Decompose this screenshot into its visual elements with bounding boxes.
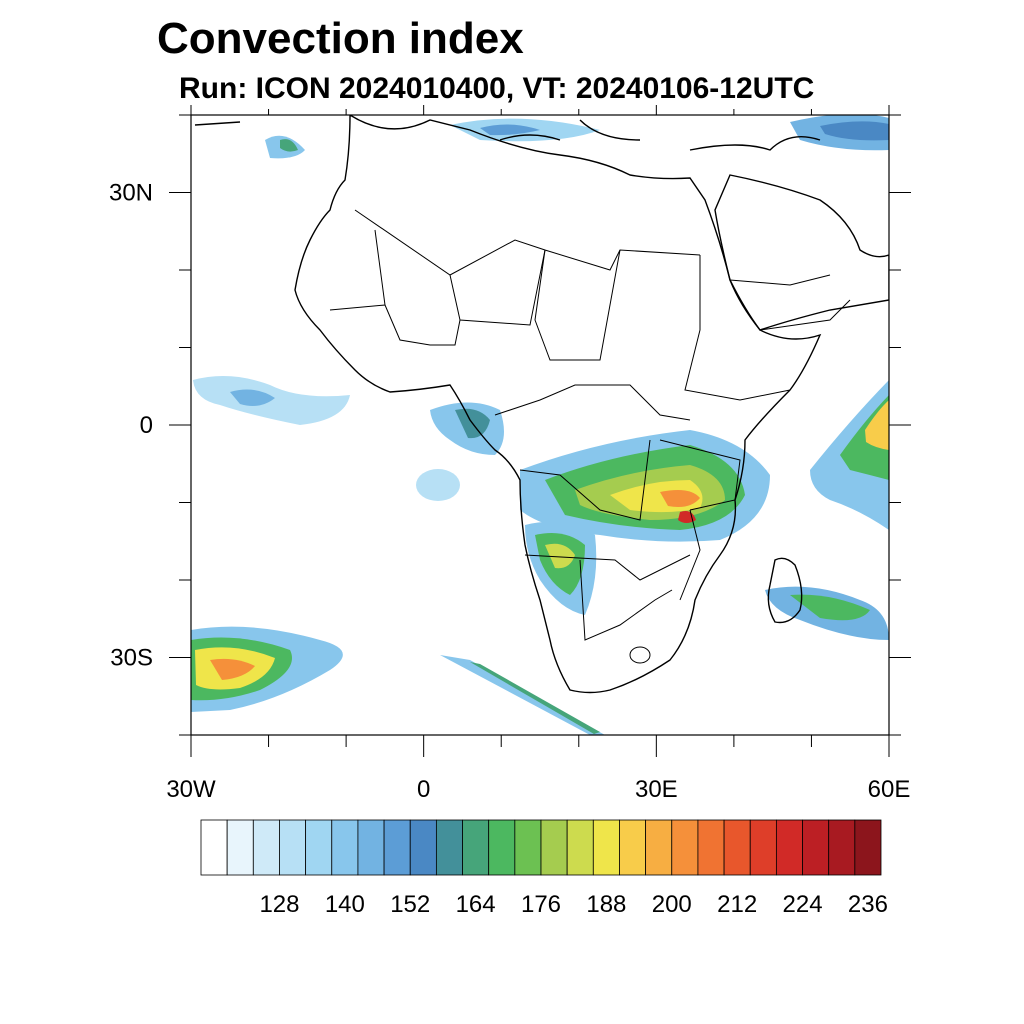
colorbar-swatch	[435, 819, 463, 876]
border-sahara-1	[354, 209, 701, 276]
border-tanzania	[659, 439, 741, 511]
lon-label: 30W	[166, 776, 216, 803]
colorbar-swatch	[279, 819, 307, 876]
colorbar-swatch	[854, 819, 882, 876]
border-chad-sudan	[534, 249, 621, 361]
colorbar-swatch	[749, 819, 777, 876]
colorbar-swatch	[226, 819, 254, 876]
colorbar-label: 176	[521, 891, 561, 918]
border-southern	[524, 554, 691, 581]
colorbar-label: 140	[325, 891, 365, 918]
africa-coastline	[294, 115, 822, 694]
colorbar-swatch	[540, 819, 568, 876]
field-frontal-band-core	[470, 662, 600, 734]
borders	[329, 209, 851, 664]
colorbar-label: 224	[783, 891, 823, 918]
chart-title: Convection index	[157, 14, 524, 63]
colorbar-swatch	[200, 819, 228, 876]
border-mozambique	[679, 509, 701, 601]
colorbar-swatch	[252, 819, 280, 876]
colorbar-swatch	[462, 819, 490, 876]
border-west-africa	[384, 304, 461, 346]
colorbar-swatch	[409, 819, 437, 876]
colorbar-swatch	[697, 819, 725, 876]
axis-ticks	[169, 105, 911, 757]
border-central	[494, 384, 691, 421]
colorbar-label: 200	[652, 891, 692, 918]
colorbar	[200, 819, 882, 876]
colorbar-swatch	[828, 819, 856, 876]
colorbar-swatch	[671, 819, 699, 876]
colorbar-label: 152	[390, 891, 430, 918]
border-congo	[519, 439, 651, 521]
colorbar-label: 236	[848, 891, 888, 918]
colorbar-swatch	[305, 819, 333, 876]
colorbar-swatch	[514, 819, 542, 876]
colorbar-swatch	[357, 819, 385, 876]
lon-label: 60E	[868, 776, 911, 803]
colorbar-label: 212	[717, 891, 757, 918]
border-ethiopia	[684, 255, 791, 401]
colorbar-label: 128	[259, 891, 299, 918]
lon-label: 30E	[635, 776, 678, 803]
axis-labels: 30N 0 30S 30W 0 30E 60E	[109, 180, 910, 804]
colorbar-labels: 128 140 152 164 176 188 200 212 224 236	[259, 891, 888, 918]
field-south-atlantic-peak	[210, 658, 255, 680]
field-arabia-north-core	[820, 121, 889, 141]
colorbar-swatch	[802, 819, 830, 876]
field-atlantic-eddy	[416, 469, 460, 501]
border-sahara-2	[329, 229, 386, 311]
colorbar-swatch	[619, 819, 647, 876]
lat-label: 0	[140, 412, 153, 439]
colorbar-swatch	[775, 819, 803, 876]
chart-subtitle: Run: ICON 2024010400, VT: 20240106-12UTC	[179, 72, 815, 105]
colorbar-swatch	[592, 819, 620, 876]
field-madagascar-core	[790, 594, 870, 621]
border-namibia	[579, 559, 673, 641]
field-med-core	[480, 124, 540, 136]
colorbar-swatch	[331, 819, 359, 876]
colorbar-swatch	[383, 819, 411, 876]
field-central-africa-max	[660, 490, 700, 507]
border-lesotho	[629, 646, 651, 664]
europe-coastline	[194, 119, 821, 151]
field-angola-peak	[545, 543, 575, 569]
lon-label: 0	[417, 776, 430, 803]
colorbar-label: 164	[456, 891, 496, 918]
convection-field	[191, 115, 889, 735]
field-atlantic-north-core	[280, 139, 298, 152]
colorbar-swatch	[723, 819, 751, 876]
field-indian-ocean-peak	[865, 400, 889, 450]
colorbar-swatch	[566, 819, 594, 876]
arabia-coastline	[714, 174, 889, 331]
lat-label: 30S	[110, 645, 153, 672]
border-sahel	[449, 249, 546, 326]
lat-label: 30N	[109, 180, 153, 207]
madagascar-coastline	[767, 557, 803, 624]
field-guinea-west-core	[230, 389, 275, 406]
colorbar-swatch	[488, 819, 516, 876]
colorbar-swatch	[645, 819, 673, 876]
border-arabia	[729, 274, 851, 331]
colorbar-label: 188	[586, 891, 626, 918]
coastlines	[194, 115, 889, 694]
